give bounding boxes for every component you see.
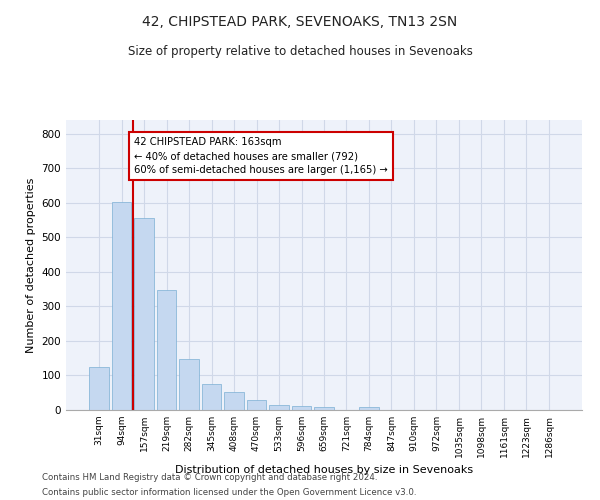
Bar [314, 406, 334, 410]
Bar [247, 400, 266, 410]
Bar [134, 218, 154, 410]
Text: Size of property relative to detached houses in Sevenoaks: Size of property relative to detached ho… [128, 45, 472, 58]
Bar [359, 407, 379, 410]
Text: 42 CHIPSTEAD PARK: 163sqm
← 40% of detached houses are smaller (792)
60% of semi: 42 CHIPSTEAD PARK: 163sqm ← 40% of detac… [134, 138, 388, 175]
Text: Contains public sector information licensed under the Open Government Licence v3: Contains public sector information licen… [42, 488, 416, 497]
Bar [202, 384, 221, 410]
Text: 42, CHIPSTEAD PARK, SEVENOAKS, TN13 2SN: 42, CHIPSTEAD PARK, SEVENOAKS, TN13 2SN [142, 15, 458, 29]
Bar [112, 202, 131, 410]
Bar [179, 359, 199, 410]
Bar [157, 290, 176, 410]
Bar [292, 406, 311, 410]
Bar [89, 367, 109, 410]
Text: Contains HM Land Registry data © Crown copyright and database right 2024.: Contains HM Land Registry data © Crown c… [42, 473, 377, 482]
Y-axis label: Number of detached properties: Number of detached properties [26, 178, 36, 352]
Bar [224, 392, 244, 410]
X-axis label: Distribution of detached houses by size in Sevenoaks: Distribution of detached houses by size … [175, 466, 473, 475]
Bar [269, 405, 289, 410]
